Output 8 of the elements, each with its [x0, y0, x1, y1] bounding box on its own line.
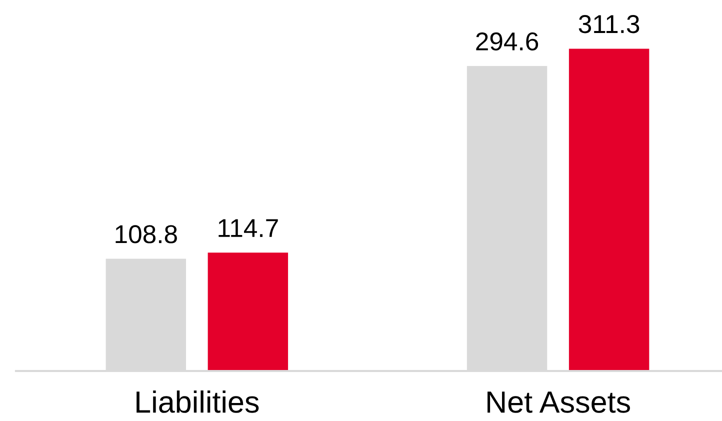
- bar: [568, 48, 651, 371]
- data-label: 114.7: [218, 219, 278, 237]
- x-tick-label: Net Assets: [488, 392, 630, 413]
- data-label: 108.8: [116, 225, 177, 244]
- data-label: 294.6: [476, 32, 538, 51]
- data-label: 311.3: [578, 15, 640, 34]
- bar: [206, 251, 290, 371]
- x-tick-label: Liabilities: [136, 390, 259, 413]
